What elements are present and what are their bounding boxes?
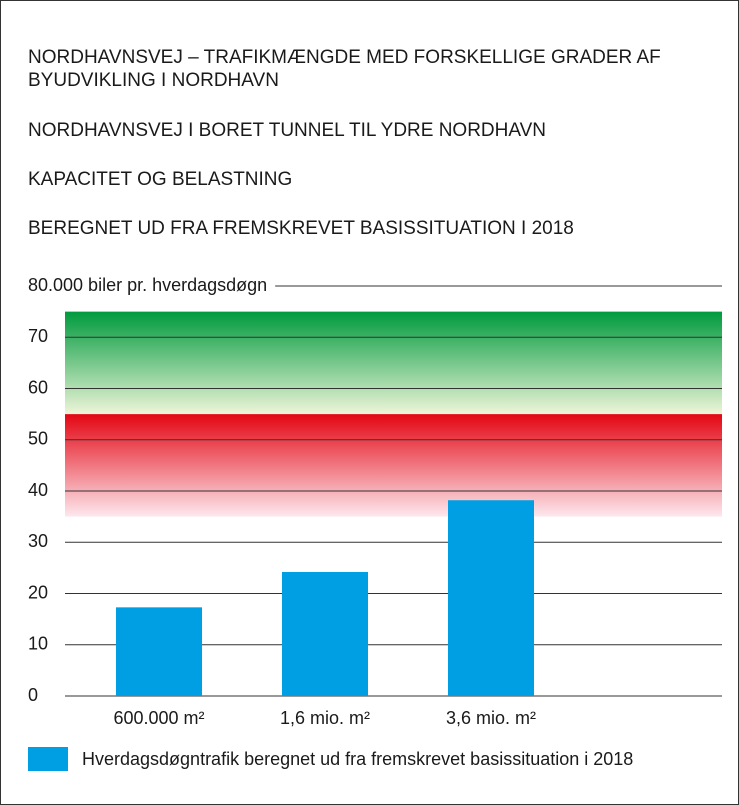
y-tick-label: 70 bbox=[28, 326, 48, 346]
y-tick-label: 0 bbox=[28, 685, 38, 705]
y-tick-label: 30 bbox=[28, 531, 48, 551]
y-tick-label: 40 bbox=[28, 480, 48, 500]
y-tick-label: 50 bbox=[28, 429, 48, 449]
subtitle: KAPACITET OG BELASTNING bbox=[28, 169, 292, 190]
legend-swatch bbox=[28, 747, 68, 771]
chart-title: NORDHAVNSVEJ – TRAFIKMÆNGDE MED FORSKELL… bbox=[28, 47, 661, 68]
bar bbox=[116, 607, 202, 696]
subtitle: BEREGNET UD FRA FREMSKREVET BASISSITUATI… bbox=[28, 218, 574, 239]
chart-title: BYUDVIKLING I NORDHAVN bbox=[28, 70, 279, 91]
y-tick-label: 20 bbox=[28, 582, 48, 602]
x-tick-label: 1,6 mio. m² bbox=[280, 708, 370, 728]
bar bbox=[448, 500, 534, 696]
bar bbox=[282, 571, 368, 696]
band bbox=[65, 311, 722, 415]
y-tick-label: 80.000 biler pr. hverdagsdøgn bbox=[28, 275, 267, 295]
legend-label: Hverdagsdøgntrafik beregnet ud fra frems… bbox=[82, 749, 633, 769]
subtitle: NORDHAVNSVEJ I BORET TUNNEL TIL YDRE NOR… bbox=[28, 120, 546, 141]
band bbox=[65, 414, 722, 517]
x-tick-label: 3,6 mio. m² bbox=[446, 708, 536, 728]
y-tick-label: 10 bbox=[28, 634, 48, 654]
y-tick-label: 60 bbox=[28, 377, 48, 397]
x-tick-label: 600.000 m² bbox=[113, 708, 204, 728]
